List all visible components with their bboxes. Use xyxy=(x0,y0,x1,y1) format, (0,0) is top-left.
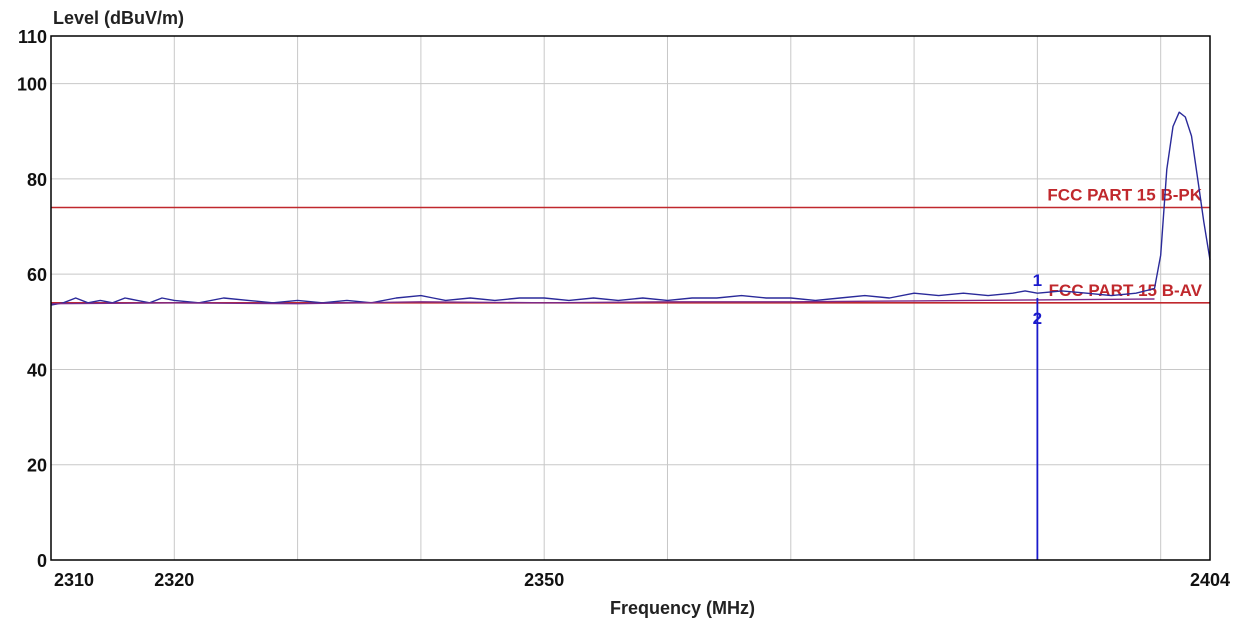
y-tick-label: 60 xyxy=(27,265,47,285)
series-line xyxy=(50,111,1211,306)
limit-line-label: FCC PART 15 B-AV xyxy=(1049,281,1203,300)
limit-line-label: FCC PART 15 B-PK xyxy=(1047,185,1202,204)
y-tick-label: 80 xyxy=(27,170,47,190)
tick-labels: 0 20 40 60 80 100 110 2310 2320 2350 2404 xyxy=(17,27,1230,590)
x-tick-label: 2320 xyxy=(154,570,194,590)
plot-frame xyxy=(50,35,1211,561)
y-tick-label: 0 xyxy=(37,551,47,571)
y-tick-label: 110 xyxy=(18,27,47,47)
y-axis-title: Level (dBuV/m) xyxy=(53,8,184,28)
y-tick-label: 100 xyxy=(17,75,47,95)
y-tick-label: 20 xyxy=(27,456,47,476)
marker-label: 2 xyxy=(1033,309,1042,328)
series-line xyxy=(50,298,1155,305)
y-tick-label: 40 xyxy=(27,360,47,380)
x-tick-label: 2310 xyxy=(54,570,94,590)
marker-label: 1 xyxy=(1033,271,1042,290)
x-tick-label: 2350 xyxy=(524,570,564,590)
markers: 12 xyxy=(1033,271,1042,560)
series-lines xyxy=(50,111,1211,306)
x-tick-label: 2404 xyxy=(1190,570,1230,590)
x-axis-title: Frequency (MHz) xyxy=(610,598,755,618)
